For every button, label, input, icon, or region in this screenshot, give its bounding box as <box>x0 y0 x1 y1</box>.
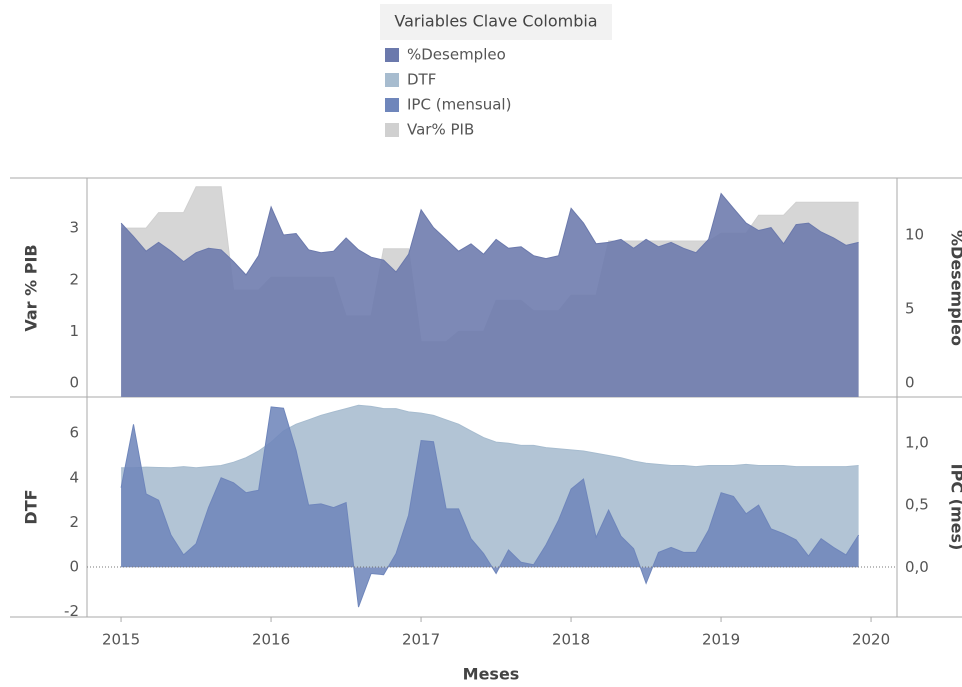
y2-axis-title: IPC (mes) <box>948 464 962 551</box>
x-tick-label: 2018 <box>552 631 590 649</box>
y-tick-label: 3 <box>69 219 79 237</box>
y2-tick-label: 1,0 <box>905 433 929 451</box>
y-axis-title: Var % PIB <box>22 244 41 331</box>
y2-tick-label: 0,5 <box>905 496 929 514</box>
y2-tick-label: 5 <box>905 299 915 317</box>
y-tick-label: 2 <box>69 513 79 531</box>
x-tick-label: 2015 <box>102 631 140 649</box>
legend-label: %Desempleo <box>407 46 506 64</box>
legend-swatch <box>385 123 399 137</box>
y2-tick-label: 0,0 <box>905 558 929 576</box>
y-tick-label: 0 <box>69 374 79 392</box>
y-tick-label: 4 <box>69 468 79 486</box>
x-tick-label: 2020 <box>852 631 890 649</box>
x-tick-label: 2019 <box>702 631 740 649</box>
y-tick-label: 6 <box>69 424 79 442</box>
legend-label: DTF <box>407 71 436 89</box>
legend-swatch <box>385 98 399 112</box>
x-tick-label: 2017 <box>402 631 440 649</box>
x-tick-label: 2016 <box>252 631 290 649</box>
y-tick-label: 2 <box>69 270 79 288</box>
legend-label: Var% PIB <box>407 121 474 139</box>
y2-tick-label: 0 <box>905 373 915 391</box>
y-tick-label: 1 <box>69 322 79 340</box>
legend-swatch <box>385 48 399 62</box>
y-tick-label: -2 <box>64 602 79 620</box>
y2-axis-title: %Desempleo <box>948 230 962 346</box>
y2-tick-label: 10 <box>905 225 924 243</box>
legend-title: Variables Clave Colombia <box>394 12 597 31</box>
legend-swatch <box>385 73 399 87</box>
legend-label: IPC (mensual) <box>407 96 511 114</box>
y-axis-title: DTF <box>22 489 41 524</box>
x-axis-title: Meses <box>463 665 520 684</box>
y-tick-label: 0 <box>69 558 79 576</box>
